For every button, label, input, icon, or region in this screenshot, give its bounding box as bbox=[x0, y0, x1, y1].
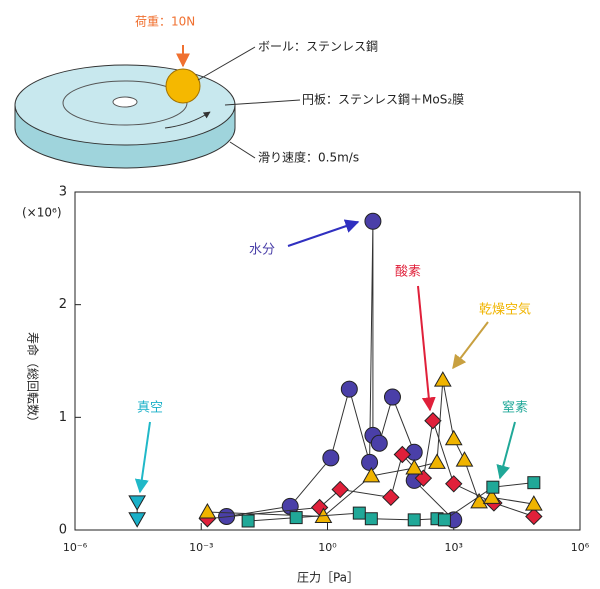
marker bbox=[487, 481, 499, 493]
speed-label: 滑り速度：0.5m/s bbox=[258, 150, 359, 165]
marker bbox=[446, 476, 462, 492]
annotation-arrow bbox=[500, 422, 515, 478]
load-label: 荷重：10N bbox=[135, 15, 195, 29]
marker bbox=[353, 507, 365, 519]
series-label: 酸素 bbox=[395, 265, 421, 280]
apparatus-diagram: 荷重：10N ボール：ステンレス鋼 円板：ステンレス鋼＋MoS₂膜 滑り速度：0… bbox=[15, 15, 464, 168]
marker bbox=[199, 504, 215, 518]
marker bbox=[332, 481, 348, 497]
disk-label: 円板：ステンレス鋼＋MoS₂膜 bbox=[302, 93, 464, 107]
x-tick-label: 10³ bbox=[445, 541, 463, 554]
marker bbox=[384, 389, 400, 405]
annotation-arrow bbox=[288, 222, 358, 246]
leader bbox=[230, 142, 255, 158]
annotation-arrow bbox=[140, 422, 150, 492]
marker bbox=[371, 435, 387, 451]
y-unit: (×10⁶) bbox=[22, 206, 62, 220]
marker bbox=[528, 477, 540, 489]
marker bbox=[290, 512, 302, 524]
marker bbox=[438, 514, 450, 526]
marker bbox=[456, 452, 472, 466]
hole bbox=[113, 97, 137, 107]
annotation-arrow bbox=[418, 286, 430, 410]
series-label: 乾燥空気 bbox=[479, 302, 531, 318]
ball-label: ボール：ステンレス鋼 bbox=[258, 40, 378, 54]
x-tick-label: 10⁻³ bbox=[189, 541, 213, 554]
series-label: 水分 bbox=[249, 243, 275, 258]
marker bbox=[425, 413, 441, 429]
marker bbox=[408, 514, 420, 526]
marker bbox=[365, 513, 377, 525]
annotation-arrow bbox=[453, 322, 488, 368]
series-label: 真空 bbox=[137, 401, 163, 416]
marker bbox=[446, 431, 462, 445]
marker bbox=[365, 213, 381, 229]
y-axis-label: 寿命（総回転数） bbox=[26, 332, 41, 428]
series-label: 窒素 bbox=[502, 400, 528, 416]
x-tick-label: 10⁻⁶ bbox=[63, 541, 88, 554]
marker bbox=[435, 372, 451, 386]
y-tick-label: 2 bbox=[59, 297, 67, 312]
leader bbox=[225, 100, 300, 105]
plot-frame bbox=[75, 192, 580, 530]
y-tick-label: 3 bbox=[59, 185, 67, 200]
y-tick-label: 1 bbox=[59, 410, 67, 425]
marker bbox=[362, 454, 378, 470]
marker bbox=[242, 515, 254, 527]
x-axis-label: 圧力［Pa］ bbox=[297, 571, 359, 585]
marker bbox=[429, 454, 445, 468]
marker bbox=[383, 489, 399, 505]
marker bbox=[323, 450, 339, 466]
ball bbox=[166, 69, 200, 103]
x-tick-label: 10⁰ bbox=[318, 541, 337, 554]
marker bbox=[129, 513, 145, 527]
page: 荷重：10N ボール：ステンレス鋼 円板：ステンレス鋼＋MoS₂膜 滑り速度：0… bbox=[0, 0, 600, 589]
marker bbox=[526, 508, 542, 524]
x-tick-label: 10⁶ bbox=[571, 541, 590, 554]
marker bbox=[341, 381, 357, 397]
marker bbox=[129, 496, 145, 510]
y-tick-label: 0 bbox=[59, 523, 67, 538]
leader bbox=[198, 47, 255, 80]
